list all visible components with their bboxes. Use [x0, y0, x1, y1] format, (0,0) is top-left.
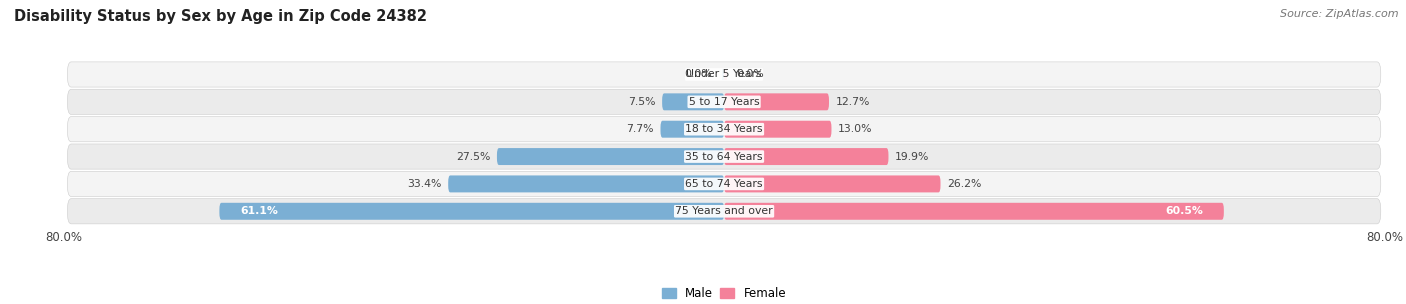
Text: 0.0%: 0.0%	[683, 70, 711, 79]
Text: 12.7%: 12.7%	[835, 97, 870, 107]
Text: 13.0%: 13.0%	[838, 124, 873, 134]
FancyBboxPatch shape	[724, 148, 889, 165]
Text: 61.1%: 61.1%	[240, 206, 278, 216]
FancyBboxPatch shape	[67, 62, 1381, 87]
FancyBboxPatch shape	[67, 199, 1381, 224]
Text: 33.4%: 33.4%	[408, 179, 441, 189]
FancyBboxPatch shape	[662, 93, 724, 110]
Bar	[721, 69, 724, 80]
FancyBboxPatch shape	[219, 203, 724, 220]
Text: 75 Years and over: 75 Years and over	[675, 206, 773, 216]
FancyBboxPatch shape	[67, 89, 1381, 114]
Text: 18 to 34 Years: 18 to 34 Years	[685, 124, 763, 134]
Text: 65 to 74 Years: 65 to 74 Years	[685, 179, 763, 189]
Text: 7.5%: 7.5%	[628, 97, 655, 107]
Text: 27.5%: 27.5%	[456, 152, 491, 161]
FancyBboxPatch shape	[661, 121, 724, 138]
Text: 26.2%: 26.2%	[948, 179, 981, 189]
Text: 0.0%: 0.0%	[737, 70, 765, 79]
FancyBboxPatch shape	[724, 175, 941, 192]
Text: 60.5%: 60.5%	[1166, 206, 1204, 216]
Bar	[724, 69, 727, 80]
FancyBboxPatch shape	[496, 148, 724, 165]
FancyBboxPatch shape	[724, 203, 1223, 220]
FancyBboxPatch shape	[724, 121, 831, 138]
Text: 7.7%: 7.7%	[627, 124, 654, 134]
FancyBboxPatch shape	[67, 144, 1381, 169]
Text: 5 to 17 Years: 5 to 17 Years	[689, 97, 759, 107]
FancyBboxPatch shape	[67, 117, 1381, 142]
Legend: Male, Female: Male, Female	[657, 282, 792, 304]
Text: 35 to 64 Years: 35 to 64 Years	[685, 152, 763, 161]
Text: 19.9%: 19.9%	[896, 152, 929, 161]
Text: Source: ZipAtlas.com: Source: ZipAtlas.com	[1281, 9, 1399, 19]
Text: Disability Status by Sex by Age in Zip Code 24382: Disability Status by Sex by Age in Zip C…	[14, 9, 427, 24]
Text: Under 5 Years: Under 5 Years	[686, 70, 762, 79]
FancyBboxPatch shape	[449, 175, 724, 192]
FancyBboxPatch shape	[724, 93, 830, 110]
FancyBboxPatch shape	[67, 171, 1381, 196]
